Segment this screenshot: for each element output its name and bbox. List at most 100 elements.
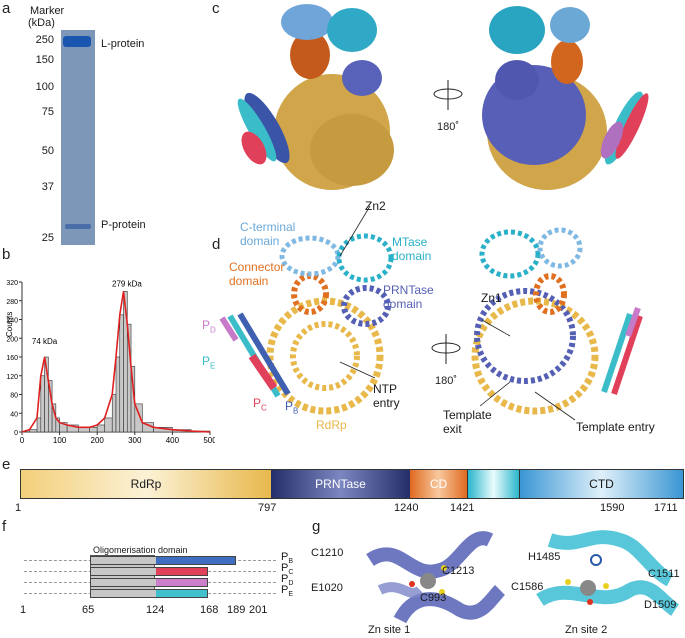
label-template-entry: Template entry bbox=[576, 420, 655, 434]
histogram-bar bbox=[119, 314, 124, 433]
res-d1509: D1509 bbox=[644, 599, 677, 611]
f-tick-65: 65 bbox=[82, 604, 95, 616]
x-tick-label: 100 bbox=[53, 436, 67, 445]
domain-rdrp: RdRp bbox=[21, 470, 271, 498]
res-c1213: C1213 bbox=[442, 565, 475, 577]
ladder-100: 100 bbox=[35, 81, 54, 93]
f-tick-201: 201 bbox=[249, 604, 268, 616]
row-label-pd: PD bbox=[281, 573, 294, 588]
res-c1586: C1586 bbox=[511, 581, 544, 593]
x-tick-label: 500 bbox=[203, 436, 215, 445]
zn-sites bbox=[366, 520, 680, 624]
f-tick-189: 189 bbox=[227, 604, 246, 616]
domain-prntase: PRNTase bbox=[271, 470, 410, 498]
ladder-75: 75 bbox=[41, 106, 54, 118]
y-tick-label: 280 bbox=[6, 299, 18, 306]
cryoem-map-back bbox=[482, 6, 649, 190]
zn-site-1-title: Zn site 1 bbox=[368, 624, 411, 636]
zn-site-1-structure bbox=[366, 520, 506, 624]
y-tick-label: 320 bbox=[6, 280, 18, 287]
construct-pb bbox=[90, 556, 236, 565]
domain-bar: RdRp PRNTase CD CTD bbox=[20, 469, 684, 499]
f-tick-124: 124 bbox=[146, 604, 165, 616]
zn-site-2-title: Zn site 2 bbox=[565, 624, 608, 636]
panel-letter-b: b bbox=[2, 246, 11, 263]
domain-tick-1240: 1240 bbox=[394, 502, 419, 514]
cryoem-maps: 180˚ bbox=[237, 4, 649, 190]
construct-pb-fill bbox=[156, 557, 235, 564]
y-tick-label: 80 bbox=[10, 393, 18, 400]
ladder-250: 250 bbox=[35, 34, 54, 46]
l-protein-band bbox=[63, 36, 91, 47]
label-connector-domain: Connector domain bbox=[229, 260, 285, 288]
histogram-bar bbox=[134, 403, 143, 433]
res-c993: C993 bbox=[420, 592, 447, 604]
label-pd: PD bbox=[202, 318, 216, 335]
f-tick-168: 168 bbox=[200, 604, 219, 616]
ribbon-models: 180˚ bbox=[219, 205, 643, 421]
res-c1511: C1511 bbox=[648, 568, 680, 580]
peak-label-74: 74 kDa bbox=[32, 337, 58, 346]
label-zn1: Zn1 bbox=[481, 291, 502, 305]
l-protein-label: L-protein bbox=[101, 38, 145, 50]
rotation-label-d: 180˚ bbox=[435, 375, 457, 387]
rotation-label-c: 180˚ bbox=[437, 121, 459, 133]
y-tick-label: 120 bbox=[6, 374, 18, 381]
rotation-symbol-c bbox=[433, 80, 463, 110]
domain-tick-797: 797 bbox=[258, 502, 277, 514]
p-protein-label: P-protein bbox=[101, 219, 146, 231]
panel-letter-e: e bbox=[2, 456, 11, 473]
construct-pe-fill bbox=[156, 590, 207, 597]
res-e1020: E1020 bbox=[311, 582, 343, 594]
domain-cd: CD bbox=[410, 470, 467, 498]
gel-lane bbox=[61, 30, 95, 245]
ladder-25: 25 bbox=[41, 232, 54, 244]
ribbon-model-back bbox=[471, 227, 643, 421]
histogram-bar bbox=[115, 356, 121, 433]
oligomerisation-label: Oligomerisation domain bbox=[93, 545, 188, 555]
row-label-pb: PB bbox=[281, 551, 294, 566]
label-mtase-domain: MTase domain bbox=[392, 235, 432, 263]
histogram-bar bbox=[89, 427, 98, 433]
zn-site-2-structure bbox=[536, 530, 680, 616]
x-tick-label: 300 bbox=[128, 436, 142, 445]
y-tick-label: 40 bbox=[10, 411, 18, 418]
marker-unit: (kDa) bbox=[28, 17, 55, 29]
f-tick-1: 1 bbox=[20, 604, 27, 616]
y-tick-label: 200 bbox=[6, 336, 18, 343]
label-pc: PC bbox=[253, 396, 267, 413]
x-tick-label: 200 bbox=[91, 436, 105, 445]
ladder-150: 150 bbox=[35, 54, 54, 66]
label-pe: PE bbox=[202, 354, 216, 371]
row-label-pe: PE bbox=[281, 584, 294, 599]
histogram-bar bbox=[111, 394, 117, 433]
res-c1210: C1210 bbox=[311, 547, 344, 559]
y-axis-label: Counts bbox=[5, 312, 14, 337]
construct-pe bbox=[90, 589, 208, 598]
label-prntase-domain: PRNTase domain bbox=[383, 283, 434, 311]
domain-tick-1421: 1421 bbox=[450, 502, 475, 514]
histogram-bar bbox=[96, 424, 106, 433]
label-c-terminal-domain: C-terminal domain bbox=[240, 220, 296, 248]
cryoem-map-front bbox=[237, 4, 394, 190]
histogram-bar bbox=[40, 375, 45, 433]
panel-letter-c: c bbox=[212, 0, 220, 17]
peak-label-279: 279 kDa bbox=[112, 280, 142, 289]
histogram-fit-curve bbox=[21, 291, 211, 433]
histogram-bars bbox=[29, 291, 211, 433]
p-protein-band bbox=[65, 224, 91, 229]
x-tick-label: 400 bbox=[166, 436, 180, 445]
construct-pd bbox=[90, 578, 208, 587]
label-rdrp: RdRp bbox=[316, 418, 347, 432]
panel-letter-f: f bbox=[2, 518, 7, 535]
label-template-exit: Template exit bbox=[443, 408, 492, 436]
domain-tick-1711: 1711 bbox=[654, 502, 678, 514]
histogram-bar bbox=[36, 417, 42, 433]
rotation-symbol-d bbox=[431, 334, 461, 364]
res-h1485: H1485 bbox=[528, 551, 561, 563]
construct-pc-fill bbox=[156, 568, 207, 575]
label-pb: PB bbox=[285, 399, 299, 416]
y-tick-label: 160 bbox=[6, 355, 18, 362]
domain-mtase bbox=[467, 470, 520, 498]
